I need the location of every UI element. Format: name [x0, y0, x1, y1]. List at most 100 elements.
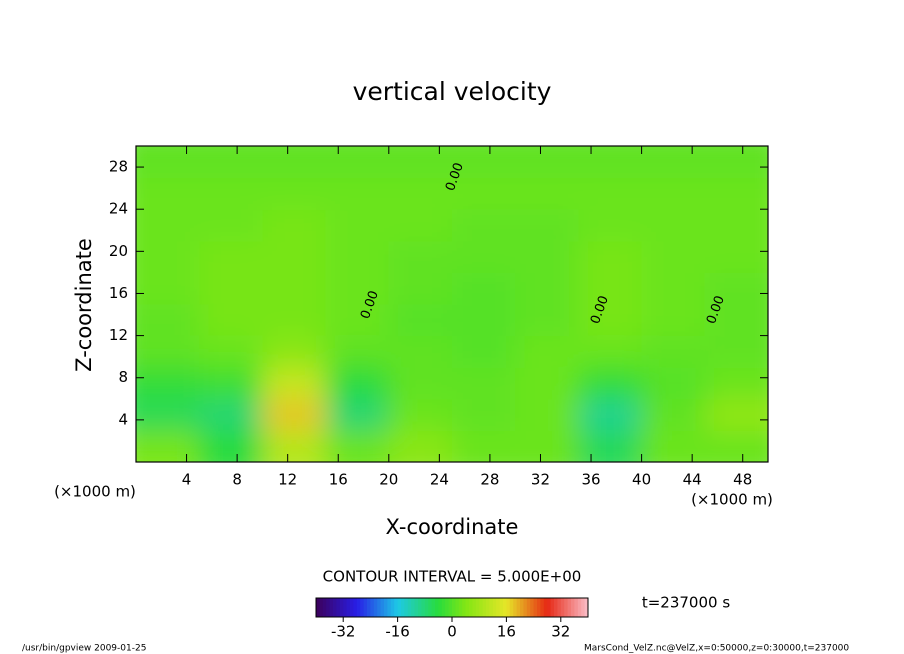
- colorbar-swatch: [547, 598, 551, 617]
- x-tick-label: 4: [182, 471, 192, 489]
- colorbar-swatch: [479, 598, 483, 617]
- colorbar-swatch: [346, 598, 351, 617]
- field-cell: [452, 304, 516, 337]
- field-cell: [136, 272, 200, 305]
- colorbar-swatch: [492, 598, 497, 617]
- contour-interval: CONTOUR INTERVAL = 5.000E+00: [323, 568, 582, 586]
- colorbar-swatch: [394, 598, 398, 617]
- field-cell: [199, 430, 263, 462]
- field-cell: [578, 146, 643, 179]
- colorbar-swatch: [370, 598, 375, 617]
- colorbar-swatch: [421, 598, 426, 617]
- colorbar-swatch: [540, 598, 545, 617]
- field-cell: [641, 398, 706, 431]
- field-cell: [325, 304, 390, 337]
- colorbar-swatch: [574, 598, 579, 617]
- field-cell: [452, 335, 516, 368]
- colorbar-swatch: [435, 598, 439, 617]
- field-cell: [704, 272, 768, 305]
- x-tick-label: 24: [430, 471, 449, 489]
- field-cell: [578, 367, 643, 400]
- colorbar-swatch: [475, 598, 480, 617]
- y-tick-label: 8: [118, 368, 128, 386]
- colorbar-swatch: [438, 598, 443, 617]
- colorbar-swatch: [360, 598, 364, 617]
- field-cell: [515, 177, 579, 210]
- field-cell: [136, 240, 200, 273]
- colorbar-swatch: [455, 598, 460, 617]
- x-tick-label: 16: [329, 471, 348, 489]
- colorbar-swatch: [326, 598, 330, 617]
- field-cell: [388, 430, 453, 462]
- field-cell: [325, 177, 390, 210]
- colorbar-swatch: [560, 598, 565, 617]
- colorbar-swatch: [401, 598, 405, 617]
- field-cell: [199, 304, 263, 337]
- colorbar-swatch: [469, 598, 473, 617]
- field-cell: [199, 209, 263, 242]
- colorbar-swatch: [577, 598, 582, 617]
- field-cell: [704, 240, 768, 273]
- colorbar-swatch: [336, 598, 341, 617]
- field-cell: [515, 146, 579, 179]
- field-cells: [136, 146, 768, 462]
- colorbar-swatch: [373, 598, 378, 617]
- colorbar-swatch: [431, 598, 436, 617]
- colorbar-swatch: [377, 598, 381, 617]
- colorbar: [316, 598, 589, 617]
- field-cell: [325, 367, 390, 400]
- field-cell: [199, 146, 263, 179]
- colorbar-swatch: [350, 598, 354, 617]
- field-cell: [325, 209, 390, 242]
- colorbar-swatch: [367, 598, 371, 617]
- colorbar-swatch: [424, 598, 429, 617]
- field-cell: [515, 272, 579, 305]
- colorbar-swatch: [404, 598, 409, 617]
- colorbar-swatch: [407, 598, 412, 617]
- colorbar-swatch: [533, 598, 538, 617]
- field-cell: [578, 398, 643, 431]
- field-cell: [578, 209, 643, 242]
- x-tick-label: 36: [581, 471, 600, 489]
- y-unit: (×1000 m): [54, 483, 136, 501]
- x-tick-label: 28: [480, 471, 499, 489]
- field-cell: [452, 146, 516, 179]
- colorbar-swatch: [322, 598, 327, 617]
- field-cell: [262, 146, 327, 179]
- colorbar-swatch: [333, 598, 337, 617]
- field-cell: [388, 209, 453, 242]
- footer-left: /usr/bin/gpview 2009-01-25: [22, 644, 146, 654]
- field-cell: [388, 146, 453, 179]
- colorbar-swatch: [414, 598, 419, 617]
- field-cell: [704, 304, 768, 337]
- field-cell: [262, 209, 327, 242]
- colorbar-swatch: [506, 598, 511, 617]
- colorbar-swatch: [567, 598, 572, 617]
- field-cell: [515, 304, 579, 337]
- colorbar-swatch: [509, 598, 514, 617]
- field-cell: [704, 335, 768, 368]
- x-tick-label: 44: [683, 471, 702, 489]
- colorbar-swatch: [441, 598, 446, 617]
- field-cell: [325, 240, 390, 273]
- field-cell: [641, 430, 706, 462]
- colorbar-swatch: [516, 598, 521, 617]
- field-cell: [452, 240, 516, 273]
- footer-right: MarsCond_VelZ.nc@VelZ,x=0:50000,z=0:3000…: [584, 644, 849, 654]
- field-cell: [515, 209, 579, 242]
- colorbar-swatch: [343, 598, 347, 617]
- field-cell: [388, 240, 453, 273]
- field-cell: [704, 398, 768, 431]
- colorbar-swatch: [445, 598, 449, 617]
- field-cell: [515, 240, 579, 273]
- x-tick-label: 32: [531, 471, 550, 489]
- y-axis-title: Z-coordinate: [72, 238, 96, 372]
- field-cell: [136, 304, 200, 337]
- field-cell: [136, 209, 200, 242]
- x-tick-label: 12: [278, 471, 297, 489]
- field-cell: [199, 177, 263, 210]
- field-cell: [641, 335, 706, 368]
- field-cell: [452, 272, 516, 305]
- field-cell: [262, 335, 327, 368]
- colorbar-swatch: [482, 598, 487, 617]
